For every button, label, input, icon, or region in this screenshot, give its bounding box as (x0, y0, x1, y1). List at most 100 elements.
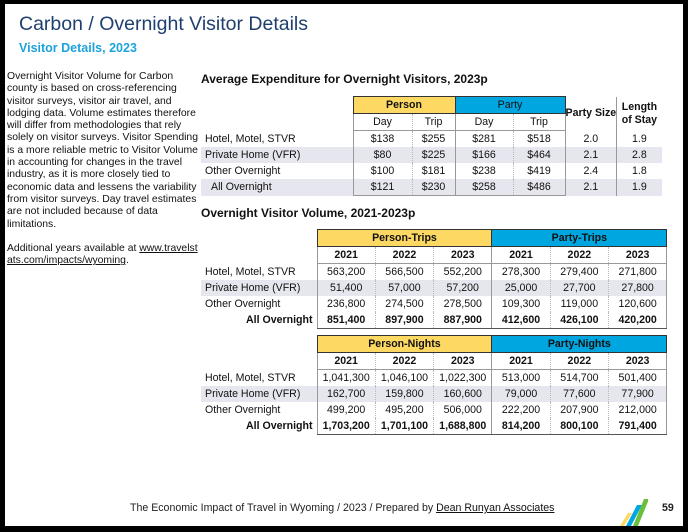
row-label: Hotel, Motel, STVR (205, 371, 296, 384)
note-prefix: Additional years available at (7, 242, 140, 254)
cell: 1,688,800 (433, 418, 492, 435)
group-header-row: Person Party Party Size Length of Stay (201, 96, 662, 131)
expenditure-table: Person Party Party Size Length of Stay D… (201, 96, 662, 196)
cell: 1,701,100 (374, 418, 434, 435)
col-day: Day (352, 113, 412, 131)
row-label: Other Overnight (205, 165, 281, 177)
cell: $100 (352, 163, 412, 179)
cell: 57,000 (374, 280, 434, 296)
cell: 51,400 (316, 280, 376, 296)
note-paragraph: Overnight Visitor Volume for Carbon coun… (7, 71, 198, 230)
cell: 412,600 (491, 312, 551, 329)
row-label: Hotel, Motel, STVR (205, 265, 296, 278)
cell: 1.9 (616, 130, 662, 147)
cell: 1,703,200 (316, 418, 376, 435)
year-header: 2021 (491, 246, 551, 264)
year-header: 2022 (549, 246, 609, 264)
row-label: All Overnight (245, 420, 313, 433)
cell: 887,900 (433, 312, 492, 329)
cell: 426,100 (549, 312, 609, 329)
cell: 814,200 (491, 418, 551, 435)
travelstats-link[interactable]: www.travelstats.com/impacts/wyoming (7, 242, 198, 267)
cell: 274,500 (374, 296, 434, 312)
cell: 2.8 (616, 147, 662, 163)
party-size-header: Party Size (565, 107, 617, 119)
cell: 1.8 (616, 163, 662, 179)
cell: 278,500 (433, 296, 492, 312)
cell: 420,200 (607, 312, 668, 329)
cell: $121 (352, 179, 412, 196)
page-number: 59 (662, 502, 674, 514)
cell: $258 (454, 179, 513, 196)
dean-runyan-logo (620, 499, 648, 526)
cell: 27,700 (549, 280, 609, 296)
cell: 800,100 (549, 418, 609, 435)
cell: 79,000 (491, 386, 551, 402)
group-party: Party-Nights (491, 335, 668, 353)
cell: 2.4 (583, 165, 599, 177)
cell: 897,900 (374, 312, 434, 329)
note-suffix: . (125, 255, 129, 267)
sub-header-row: Day Trip Day Trip (201, 113, 662, 131)
year-header: 2021 (491, 352, 551, 370)
cell: 2.0 (583, 132, 599, 145)
cell: 162,700 (316, 386, 376, 402)
year-header: 2023 (607, 246, 668, 264)
footer: The Economic Impact of Travel in Wyoming… (130, 502, 554, 514)
cell: $255 (411, 130, 455, 147)
cell: 495,200 (374, 402, 434, 418)
dean-runyan-link[interactable]: Dean Runyan Associates (436, 502, 555, 514)
table-row: Other Overnight $100 $181 $238 $419 2.4 1.8 (201, 163, 662, 179)
group-party: Party (454, 96, 566, 114)
table-row: Hotel, Motel, STVR 1,041,300 1,046,100 1,02… (201, 369, 668, 386)
group-party: Party-Trips (491, 229, 668, 247)
table-row: Other Overnight 499,200 495,200 506,000 222,… (201, 402, 668, 418)
cell: 236,800 (316, 296, 376, 312)
cell: 27,800 (607, 280, 668, 296)
group-person: Person-Nights (316, 335, 493, 353)
year-header-row: 2021 2022 2023 2021 2022 2023 (201, 246, 668, 264)
year-header: 2023 (607, 352, 668, 370)
cell: 120,600 (607, 296, 668, 312)
table-row: Private Home (VFR) 162,700 159,800 160,600 7… (201, 386, 668, 402)
cell: $230 (411, 179, 455, 196)
cell: $486 (512, 179, 566, 196)
row-label: Hotel, Motel, STVR (205, 132, 296, 145)
cell: 566,500 (374, 263, 434, 280)
year-header: 2022 (374, 352, 434, 370)
row-label: Private Home (VFR) (201, 386, 317, 402)
footer-text: The Economic Impact of Travel in Wyoming… (130, 502, 437, 514)
cell: 501,400 (607, 369, 668, 386)
cell: 1.9 (616, 179, 662, 196)
cell: 25,000 (491, 280, 551, 296)
cell: 222,200 (491, 402, 551, 418)
cell: 159,800 (374, 386, 434, 402)
cell: 1,041,300 (316, 369, 376, 386)
year-header-row: 2021 2022 2023 2021 2022 2023 (201, 352, 668, 370)
year-header: 2022 (374, 246, 434, 264)
cell: $518 (512, 130, 566, 147)
cell: 57,200 (433, 280, 492, 296)
cell: 2.1 (565, 179, 617, 196)
cell: 563,200 (316, 263, 376, 280)
cell: 109,300 (491, 296, 551, 312)
col-day: Day (454, 113, 513, 131)
table-row: Other Overnight 236,800 274,500 278,500 109,… (201, 296, 668, 312)
trips-table: Person-Trips Party-Trips 2021 2022 2023 2021 2… (201, 229, 668, 329)
col-trip: Trip (512, 113, 566, 131)
cell: 212,000 (607, 402, 668, 418)
cell: $225 (411, 147, 455, 163)
col-trip: Trip (411, 113, 455, 131)
cell: 207,900 (549, 402, 609, 418)
year-header: 2021 (316, 352, 376, 370)
note-additional: Additional years available at www.travel… (7, 243, 199, 268)
year-header: 2022 (549, 352, 609, 370)
cell: $419 (512, 163, 566, 179)
cell: 791,400 (607, 418, 668, 435)
cell: $464 (512, 147, 566, 163)
cell: $166 (454, 147, 513, 163)
cell: 514,700 (549, 369, 609, 386)
cell: 77,600 (549, 386, 609, 402)
cell: $181 (411, 163, 455, 179)
cell: 278,300 (491, 263, 551, 280)
